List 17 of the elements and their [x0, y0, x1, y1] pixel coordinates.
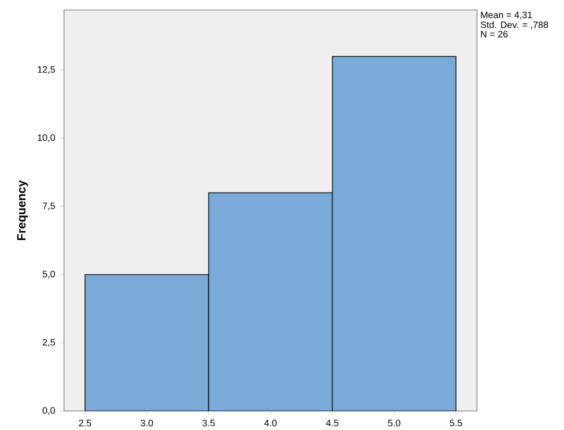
x-tick-label: 4.5	[326, 420, 338, 426]
y-tick-label: 5,0	[42, 270, 55, 278]
text: Std. Dev. = ,788	[480, 21, 548, 30]
x-tick-label: 5.0	[388, 420, 400, 426]
text: Mean = 4,31	[481, 12, 532, 20]
x-tick-label: 3.5	[202, 420, 215, 426]
y-tick-label: 0,0	[42, 407, 55, 415]
y-tick-label: 2,5	[42, 338, 55, 347]
x-tick-label: 3.0	[140, 420, 153, 426]
x-tick-label: 5.5	[450, 420, 462, 426]
text: N = 26	[481, 30, 508, 38]
y-tick-label: 7,5	[42, 202, 55, 210]
y-axis-title: Frequency	[17, 180, 28, 240]
x-tick-label: 2.5	[79, 420, 92, 426]
y-tick-label: 12,5	[38, 66, 55, 74]
x-tick-label: 4.0	[264, 420, 277, 426]
y-tick-label: 10,0	[38, 134, 55, 142]
